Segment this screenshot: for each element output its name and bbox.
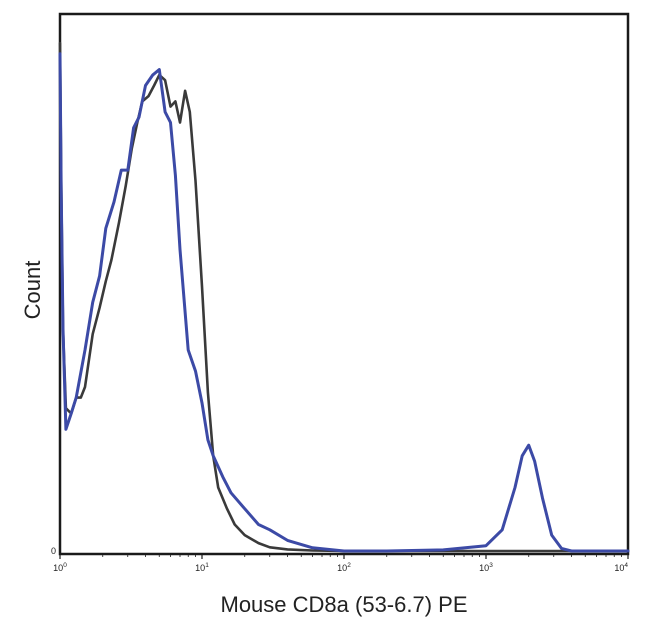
series-line-cd8a [58,52,630,553]
series-layer [58,41,630,553]
y-tick-label: 0 [51,546,56,556]
x-tick-label: 101 [195,562,209,573]
plot-frame [58,12,630,556]
x-axis-title: Mouse CD8a (53-6.7) PE [221,592,468,617]
x-tick-label: 102 [337,562,351,573]
tick-layer: 100 101 102 103 104 0 [51,546,629,573]
series-line-control [58,41,630,553]
x-tick-label: 104 [614,562,628,573]
x-tick-label: 100 [53,562,67,573]
x-tick-label: 103 [479,562,493,573]
y-axis-title: Count [20,261,45,320]
